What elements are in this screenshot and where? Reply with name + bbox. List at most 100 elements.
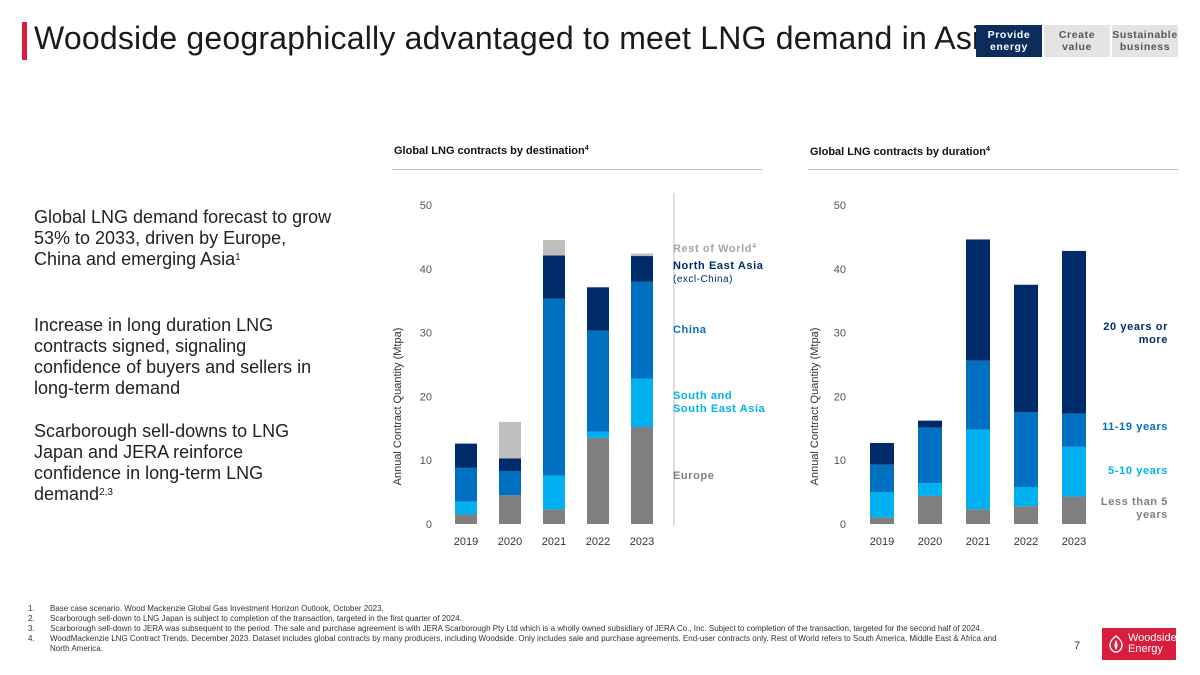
key-point-scarborough-text: Scarborough sell-downs to LNG Japan and … xyxy=(34,421,290,504)
chart-destination-title-sup: 4 xyxy=(584,145,589,152)
tab-sustainable-business-line1: Sustainable xyxy=(1112,29,1178,41)
chart1-bar-2019-s0 xyxy=(870,517,894,524)
chart1-legend-1: 11-19 years xyxy=(1102,421,1168,433)
footnote-3-num: 3. xyxy=(28,624,35,633)
chart0-bar-2023-s4 xyxy=(631,253,653,257)
chart1-bar-2022-s2 xyxy=(1014,412,1038,487)
footnote-2-num: 2. xyxy=(28,614,35,623)
chart0-legend-4: Europe xyxy=(673,470,714,482)
chart0-bar-2021-s1 xyxy=(543,475,565,510)
footnotes: 1. Base case scenario. Wood Mackenzie Glo… xyxy=(28,604,1018,654)
tab-provide-energy[interactable]: Provide energy xyxy=(976,25,1042,57)
woodside-logo: Woodside Energy xyxy=(1102,628,1177,660)
tab-create-value[interactable]: Create value xyxy=(1044,25,1110,57)
chart1-xtick-2021: 2021 xyxy=(966,536,990,548)
chart1-ytick-0: 0 xyxy=(840,519,846,531)
chart1-bar-2023-s1 xyxy=(1062,446,1086,497)
chart0-xtick-2022: 2022 xyxy=(586,536,610,548)
chart1-bar-2021-s2 xyxy=(966,360,990,430)
chart0-bar-2023-s2 xyxy=(631,281,653,379)
chart1-legend-0-line1: more xyxy=(1139,334,1168,346)
chart1-legend-1-line0: 11-19 years xyxy=(1102,421,1168,433)
chart1-xtick-2020: 2020 xyxy=(918,536,942,548)
chart0-bar-2022-s1 xyxy=(587,431,609,438)
chart0-ylabel: Annual Contract Quantity (Mtpa) xyxy=(392,328,404,486)
chart1-bar-2021-s1 xyxy=(966,429,990,510)
chart1-bar-2021-s3 xyxy=(966,239,990,361)
chart1-bar-2020-s0 xyxy=(918,495,942,524)
chart0-legend-2: China xyxy=(673,324,706,336)
chart0-xtick-2019: 2019 xyxy=(454,536,478,548)
footnote-1: 1. Base case scenario. Wood Mackenzie Glo… xyxy=(28,604,1018,614)
chart1-bar-2022-s3 xyxy=(1014,284,1038,413)
footnote-4: 4. WoodMackenzie LNG Contract Trends, Dec… xyxy=(28,634,1018,654)
chart1-legend-0-line0: 20 years or xyxy=(1103,321,1168,333)
chart0-bar-2020-s0 xyxy=(499,495,521,524)
footnote-2-text: Scarborough sell-down to LNG Japan is su… xyxy=(50,614,462,623)
chart-duration: 0 10 20 30 40 50 Annual Contract Quantity (Mtp… xyxy=(809,200,1168,548)
chart1-ytick-4: 40 xyxy=(834,264,846,276)
page-number: 7 xyxy=(1074,640,1081,652)
chart0-bar-2019-s0 xyxy=(455,514,477,524)
chart1-bar-2021-s0 xyxy=(966,509,990,524)
chart1-bar-2019-s1 xyxy=(870,492,894,518)
chart0-legend-1: North East Asia (excl-China) xyxy=(673,260,763,285)
chart0-bar-2021-s0 xyxy=(543,509,565,524)
chart0-ytick-1: 10 xyxy=(420,455,432,467)
chart0-bar-2019-s3 xyxy=(455,443,477,468)
chart0-bar-2019-s1 xyxy=(455,501,477,515)
chart1-bar-2022-s0 xyxy=(1014,506,1038,524)
chart0-bar-2020-s4 xyxy=(499,421,521,459)
chart0-bar-2023-s1 xyxy=(631,378,653,428)
chart0-legend-1-sub: (excl-China) xyxy=(673,274,733,285)
chart1-bar-2022-s1 xyxy=(1014,486,1038,507)
chart0-legend-0: Rest of World4 xyxy=(673,243,757,255)
key-point-demand-sup: 1 xyxy=(235,252,241,263)
footnote-3: 3. Scarborough sell-down to JERA was subs… xyxy=(28,624,1018,634)
chart1-legend-2: 5-10 years xyxy=(1108,465,1168,477)
chart1-xtick-2022: 2022 xyxy=(1014,536,1038,548)
chart-duration-title: Global LNG contracts by duration4 xyxy=(810,146,990,158)
chart-duration-title-text: Global LNG contracts by duration xyxy=(810,146,987,158)
key-point-contracts: Increase in long duration LNG contracts … xyxy=(34,315,334,399)
chart1-bar-2020-s1 xyxy=(918,483,942,496)
key-point-demand-text: Global LNG demand forecast to grow 53% t… xyxy=(34,207,332,269)
chart-destination-rule xyxy=(392,169,762,170)
chart-destination-title: Global LNG contracts by destination4 xyxy=(394,145,589,157)
tab-sustainable-business[interactable]: Sustainable business xyxy=(1112,25,1178,57)
key-point-demand: Global LNG demand forecast to grow 53% t… xyxy=(34,207,334,270)
footnote-1-num: 1. xyxy=(28,604,35,613)
footnote-2: 2. Scarborough sell-down to LNG Japan is … xyxy=(28,614,1018,624)
chart0-legend-0-line0: Rest of World4 xyxy=(673,243,757,255)
chart1-bar-2023-s0 xyxy=(1062,496,1086,524)
chart0-bar-2021-s3 xyxy=(543,255,565,299)
chart1-bar-2023-s3 xyxy=(1062,250,1086,414)
chart-duration-rule xyxy=(808,169,1178,170)
chart1-ytick-2: 20 xyxy=(834,391,846,403)
footnote-1-text: Base case scenario. Wood Mackenzie Globa… xyxy=(50,604,384,613)
chart0-xtick-2023: 2023 xyxy=(630,536,654,548)
chart0-xtick-2021: 2021 xyxy=(542,536,566,548)
tab-sustainable-business-line2: business xyxy=(1119,41,1171,53)
chart1-bar-2020-s2 xyxy=(918,427,942,484)
chart1-bar-2020-s3 xyxy=(918,420,942,428)
chart0-ytick-5: 50 xyxy=(420,200,432,212)
key-point-contracts-text: Increase in long duration LNG contracts … xyxy=(34,315,312,398)
chart0-bar-2022-s3 xyxy=(587,287,609,331)
tab-create-value-line2: value xyxy=(1062,41,1092,53)
footnote-4-text: WoodMackenzie LNG Contract Trends, Decem… xyxy=(50,634,997,653)
chart1-ylabel: Annual Contract Quantity (Mtpa) xyxy=(809,328,821,486)
footnote-3-text: Scarborough sell-down to JERA was subseq… xyxy=(50,624,982,633)
tab-provide-energy-line2: energy xyxy=(989,41,1029,53)
chart0-ytick-3: 30 xyxy=(420,328,432,340)
page-title: Woodside geographically advantaged to me… xyxy=(34,20,998,56)
chart0-bar-2022-s2 xyxy=(587,330,609,432)
chart1-legend-2-line0: 5-10 years xyxy=(1108,465,1168,477)
chart0-bar-2019-s2 xyxy=(455,467,477,502)
logo-text: Woodside Energy xyxy=(1128,633,1177,655)
chart-duration-title-sup: 4 xyxy=(986,146,990,153)
tab-provide-energy-line1: Provide xyxy=(987,29,1031,41)
chart0-legend-3-line1: South East Asia xyxy=(673,403,766,415)
